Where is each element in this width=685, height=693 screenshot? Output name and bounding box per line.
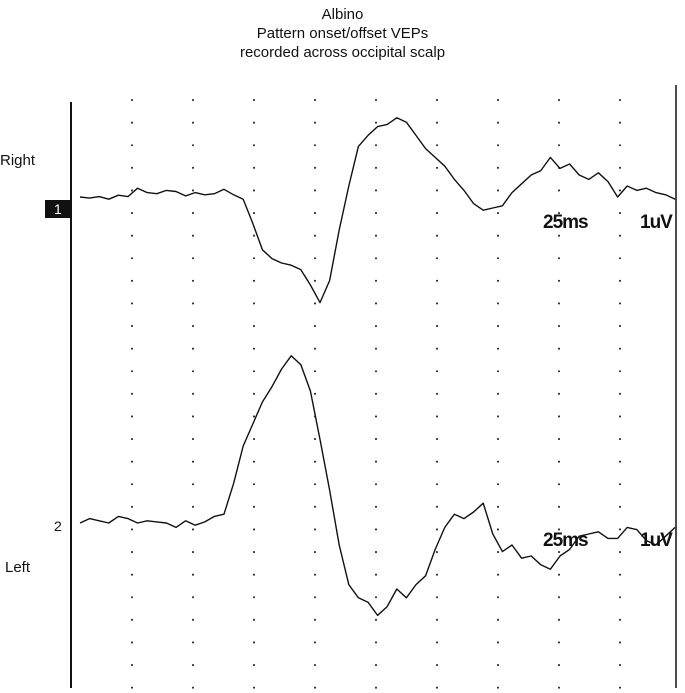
amplitude-scale-label-top: 1uV: [640, 212, 673, 233]
series-label-right: Right: [0, 152, 36, 169]
chart-title-line-1: Albino: [321, 6, 364, 23]
channel-1-marker: [45, 200, 71, 218]
chart-title-line-2: Pattern onset/offset VEPs: [256, 25, 429, 42]
time-scale-label-bottom: 25ms: [543, 530, 588, 551]
channel-1-number: 1: [54, 201, 62, 217]
series-label-left: Left: [5, 559, 31, 576]
chart-title-line-3: recorded across occipital scalp: [239, 44, 446, 61]
time-scale-label-top: 25ms: [543, 212, 588, 233]
amplitude-scale-label-bottom: 1uV: [640, 530, 673, 551]
trace-left: [79, 355, 676, 617]
channel-2-number: 2: [54, 518, 62, 534]
trace-right: [79, 117, 676, 304]
time-grid: [131, 99, 621, 689]
